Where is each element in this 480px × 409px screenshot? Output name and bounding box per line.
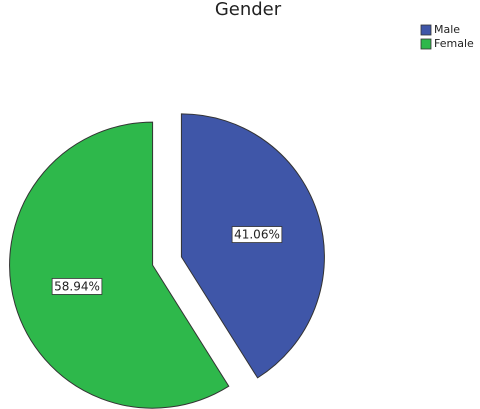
data-label-box [231, 226, 283, 243]
data-label: 41.06% [234, 228, 280, 242]
legend-label: Male [434, 23, 460, 36]
legend-label: Female [434, 37, 474, 50]
pie-slice [180, 113, 325, 379]
legend-swatch [420, 24, 432, 36]
data-label-box [51, 278, 103, 295]
chart-title: Gender [215, 0, 282, 20]
legend-swatch [420, 38, 432, 50]
pie-slice [9, 121, 230, 409]
data-label: 58.94% [54, 279, 100, 293]
